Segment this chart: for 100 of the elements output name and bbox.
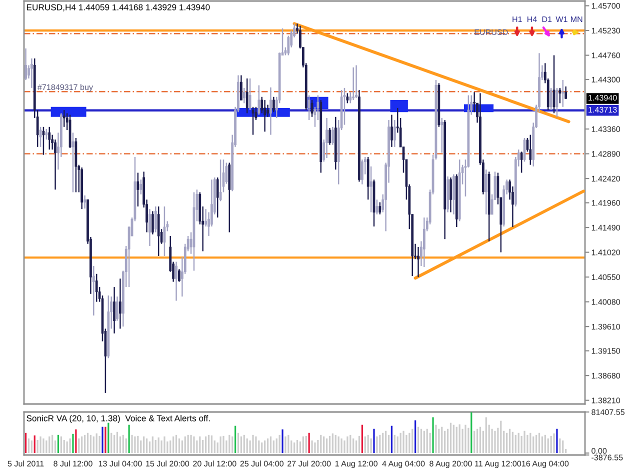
x-tick-label: 13 Jul 04:00 (98, 460, 142, 466)
candlestick (450, 176, 452, 213)
candlestick (308, 94, 310, 121)
candlestick (157, 206, 160, 257)
candlestick (331, 126, 334, 146)
x-tick-label: 11 Aug 12:00 (475, 460, 522, 468)
candlestick (45, 128, 48, 140)
candlestick (558, 87, 562, 104)
candlestick (95, 273, 98, 302)
candlestick (140, 178, 142, 195)
candlestick (484, 168, 488, 215)
y-tick-label: 1.44300 (592, 76, 620, 82)
candlestick (473, 92, 476, 113)
y-tick-label: 0.00 (592, 448, 607, 454)
x-tick-label: 8 Jul 12:00 (54, 460, 92, 466)
x-tick-label: 4 Aug 04:00 (382, 460, 425, 468)
y-tick-label: 1.41960 (592, 200, 620, 206)
annotation: H4 (528, 16, 537, 22)
candlestick (48, 126, 51, 150)
y-tick-label: 1.45700 (592, 3, 620, 9)
candlestick (393, 119, 396, 148)
chart-title: SonicR VA (20, 10, 1.38) Voice & Text Alerts off. (26, 415, 210, 424)
candlestick (564, 86, 568, 100)
candlestick (520, 151, 523, 174)
candlestick (326, 117, 328, 159)
ref-line-label: #71849317 buy (38, 84, 93, 92)
candlestick (42, 126, 45, 156)
annotation: 1.43940 (588, 94, 617, 101)
candlestick (264, 99, 266, 132)
candlestick (352, 66, 355, 101)
candlestick (54, 138, 56, 190)
candlestick (39, 126, 42, 148)
candlestick (148, 208, 151, 247)
y-tick-label: 1.39610 (592, 324, 620, 330)
y-tick-label: 1.40550 (592, 274, 620, 280)
candlestick (163, 206, 166, 257)
y-tick-label: 1.41490 (592, 224, 620, 231)
annotation: W1 (556, 16, 568, 22)
candlestick (355, 64, 358, 99)
candlestick (151, 210, 154, 235)
candlestick (370, 166, 372, 213)
y-tick-label: 1.38210 (592, 398, 620, 404)
candlestick (246, 78, 248, 114)
candlestick (422, 216, 426, 268)
candlestick (440, 117, 444, 154)
candlestick (248, 78, 252, 111)
y-tick-label: 1.42420 (592, 176, 620, 182)
candlestick (113, 286, 116, 334)
candlestick (552, 54, 556, 114)
candlestick (92, 265, 95, 316)
y-tick-label: 1.38680 (592, 372, 620, 379)
candlestick (376, 198, 378, 215)
candlestick (116, 296, 118, 322)
x-tick-label: 20 Jul 12:00 (193, 460, 236, 466)
candlestick (270, 86, 272, 136)
x-tick-label: 16 Aug 04:00 (522, 460, 569, 468)
y-tick-label: 1.42890 (592, 151, 620, 157)
candlestick (216, 176, 219, 218)
candlestick (310, 99, 314, 118)
candlestick (72, 132, 74, 193)
x-tick-label: 15 Jul 20:00 (146, 460, 190, 466)
candlestick (417, 246, 420, 278)
chart-title: EURUSD,H4 1.44059 1.44168 1.43929 1.43940 (26, 4, 210, 12)
y-tick-label: 81407.55 (592, 409, 625, 415)
x-tick-label: 8 Aug 20:00 (430, 460, 472, 468)
candlestick (242, 87, 246, 104)
candlestick (361, 158, 364, 185)
candlestick (556, 87, 558, 118)
candlestick (136, 172, 140, 208)
candlestick (390, 114, 393, 148)
x-tick-label: 1 Aug 12:00 (335, 460, 378, 468)
ref-line-label: 1.43713 (588, 106, 617, 113)
candlestick (346, 92, 349, 104)
candlestick (240, 74, 242, 101)
candlestick (550, 87, 552, 111)
y-tick-label: 1.40080 (592, 299, 620, 305)
candlestick (84, 194, 86, 210)
candlestick (529, 134, 532, 166)
candlestick (378, 202, 382, 215)
candlestick (119, 278, 122, 330)
candlestick (258, 84, 260, 116)
candlestick (30, 58, 33, 89)
y-tick-label: 1.43360 (592, 126, 620, 132)
y-tick-label: 1.39150 (592, 348, 620, 354)
candlestick (562, 79, 564, 108)
candlestick (178, 268, 180, 282)
candlestick (175, 261, 178, 302)
y-tick-label: 1.45230 (592, 28, 620, 34)
candlestick (219, 158, 222, 202)
annotation: MN (570, 16, 582, 22)
candlestick (452, 174, 455, 215)
candlestick (154, 206, 157, 233)
x-tick-label: 5 Jul 2011 (8, 460, 44, 466)
y-tick-label: 1.44760 (592, 52, 620, 58)
candlestick (24, 48, 27, 81)
annotation: D1 (542, 16, 552, 22)
x-tick-label: 27 Jul 20:00 (288, 460, 331, 466)
annotation: H1 (512, 16, 522, 22)
y-tick-label: -3876.55 (592, 454, 623, 460)
y-tick-label: 1.41020 (592, 250, 620, 256)
